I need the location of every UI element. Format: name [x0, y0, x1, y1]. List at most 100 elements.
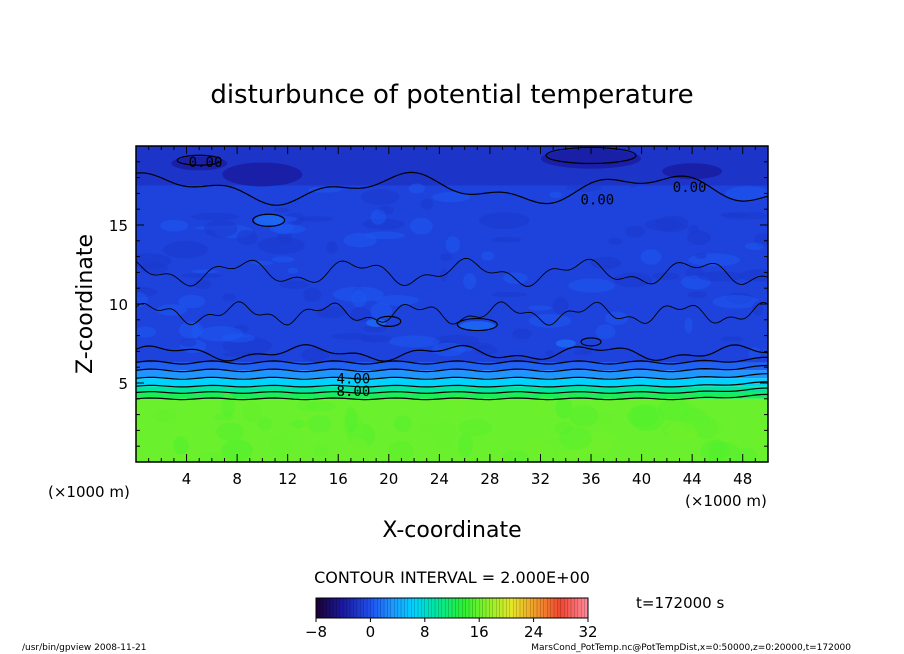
- field-layer: [136, 392, 768, 399]
- contour-label: 4.00: [337, 371, 371, 387]
- field-patch: [388, 335, 440, 348]
- field-patch: [269, 224, 306, 234]
- field-patch: [445, 236, 461, 253]
- x-tick-label: 32: [531, 470, 550, 488]
- field-patch: [363, 324, 387, 333]
- field-patch: [463, 273, 477, 290]
- x-tick-label: 4: [182, 470, 192, 488]
- field-patch: [408, 183, 425, 194]
- footer-right: MarsCond_PotTemp.nc@PotTempDist,x=0:5000…: [531, 643, 851, 653]
- field-patch: [590, 256, 622, 270]
- field-patch: [301, 347, 330, 362]
- y-axis-label: Z-coordinate: [73, 234, 98, 374]
- field-patch: [271, 256, 295, 263]
- ground-patch: [708, 441, 741, 462]
- field-patch: [140, 262, 169, 275]
- field-patch: [273, 207, 289, 213]
- ground-patch: [540, 438, 576, 454]
- field-patch: [315, 306, 347, 319]
- ground-patch: [519, 440, 556, 454]
- field-patch: [512, 328, 532, 340]
- field-patch: [652, 272, 680, 281]
- ground-patch: [173, 436, 189, 455]
- field-layer: [136, 362, 768, 371]
- field-patch: [549, 191, 562, 199]
- warm-patch: [254, 214, 283, 227]
- x-tick-label: 28: [480, 470, 499, 488]
- x-tick-label: 20: [379, 470, 398, 488]
- colorbar-tick-label: 32: [578, 623, 597, 641]
- ground-patch: [183, 424, 196, 445]
- field-patch: [297, 216, 335, 222]
- warm-patch: [555, 339, 576, 348]
- colorbar-ticks: −8 0 8 16 24 32: [305, 618, 598, 641]
- ground-patch: [554, 421, 573, 435]
- field-patch: [191, 269, 219, 274]
- field-patch: [279, 280, 310, 290]
- field-patch: [552, 296, 569, 315]
- chart-title: disturbunce of potential temperature: [210, 80, 693, 110]
- field-patch: [203, 219, 238, 238]
- ground-patch: [693, 415, 718, 440]
- field-patch: [725, 186, 768, 201]
- field-patch: [463, 342, 492, 349]
- x-tick-label: 12: [278, 470, 297, 488]
- field-patch: [180, 273, 222, 279]
- field-patch: [180, 338, 197, 347]
- ground-patch: [305, 401, 336, 412]
- ground-patch: [344, 406, 358, 433]
- ground-patch: [735, 447, 758, 462]
- time-label: t=172000 s: [636, 594, 724, 612]
- contour-line: [136, 257, 768, 287]
- field-patch: [613, 272, 653, 288]
- contour-label: 0.00: [189, 155, 223, 171]
- field-patch: [307, 186, 342, 193]
- contour-labels: 0.00 0.00 0.00 4.008.00: [189, 155, 707, 400]
- field-patch: [222, 351, 258, 358]
- field-patch: [697, 271, 744, 282]
- contour-line: [136, 171, 768, 206]
- field-patch: [370, 209, 387, 225]
- field-patch: [303, 287, 322, 302]
- y-tick-label: 5: [118, 375, 128, 393]
- field-patch: [160, 219, 189, 232]
- field-patch: [744, 242, 764, 251]
- field-patch: [332, 286, 384, 302]
- field-patch: [491, 291, 527, 298]
- warm-patch: [459, 321, 496, 332]
- ground-patch: [347, 422, 376, 449]
- field-patch: [370, 302, 393, 320]
- contour-line: [136, 364, 768, 373]
- field-patch: [350, 306, 372, 323]
- ground-patch: [181, 407, 216, 424]
- field-patch: [287, 267, 299, 274]
- contour-label: 0.00: [673, 180, 707, 196]
- colorbar-tick-label: 8: [420, 623, 430, 641]
- x-tick-label: 44: [683, 470, 702, 488]
- field-patch: [191, 212, 239, 221]
- contour-loop: [456, 317, 498, 332]
- ground-patch: [700, 440, 730, 462]
- field-patch: [644, 218, 683, 231]
- ground-patch: [451, 395, 465, 413]
- cold-patch: [171, 156, 228, 171]
- field-patch: [198, 326, 244, 342]
- field-patch: [479, 212, 530, 229]
- ground-patch: [557, 442, 588, 460]
- field-patch: [326, 241, 338, 254]
- cold-patch: [662, 163, 723, 180]
- contour-line: [136, 301, 768, 326]
- ground-patch: [387, 440, 414, 462]
- plot-area: 0.00 0.00 0.00 4.008.00: [136, 146, 768, 462]
- ground-patch: [138, 449, 173, 462]
- ground-patch: [301, 419, 314, 432]
- cold-patch: [541, 148, 642, 169]
- field-patch: [720, 336, 744, 342]
- ground-patch: [627, 405, 659, 428]
- x-tick-label: 16: [329, 470, 348, 488]
- field-patch: [331, 333, 370, 340]
- colorbar-tick-label: −8: [305, 623, 327, 641]
- ground-patch: [630, 403, 665, 432]
- field-patch: [193, 279, 212, 289]
- y-axis: 5 10 15: [109, 161, 768, 447]
